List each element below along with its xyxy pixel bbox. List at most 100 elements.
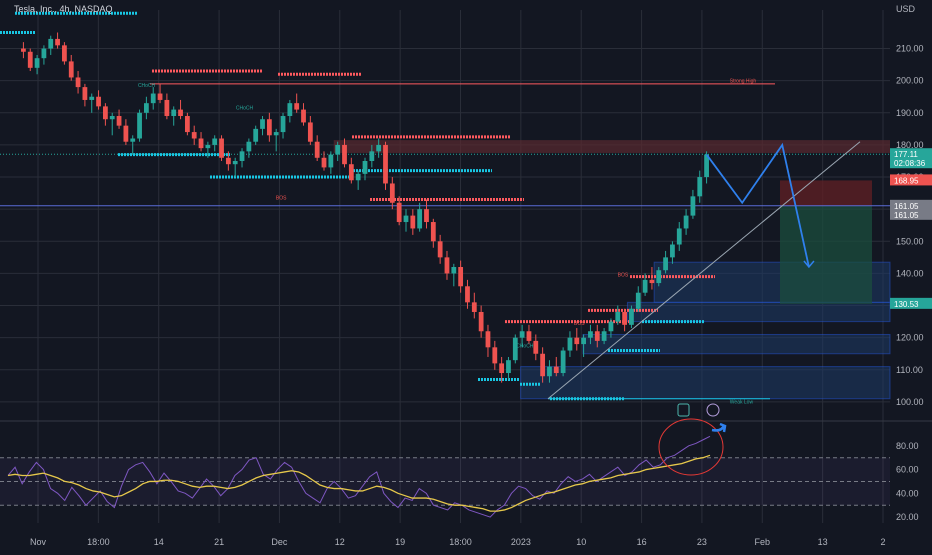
time-tick-label: Dec	[271, 537, 288, 547]
demand-zone	[626, 301, 891, 323]
candle-body	[314, 141, 320, 158]
candle-body	[301, 109, 306, 123]
candle-body	[465, 286, 470, 303]
price-label-value: 177.11	[894, 150, 918, 159]
time-tick-label: 14	[154, 537, 164, 547]
candle-body	[601, 331, 607, 341]
time-tick-label: 18:00	[87, 537, 110, 547]
candle-body	[369, 151, 375, 161]
candle-body	[594, 331, 600, 341]
chart-annotation: CHoCH	[138, 83, 156, 89]
candle-body	[622, 311, 627, 325]
candle-body	[547, 366, 552, 377]
candle-body	[615, 311, 621, 322]
candle-body	[171, 109, 177, 117]
candle-body	[294, 103, 300, 110]
resistance-zone	[333, 140, 890, 153]
arrow-down-icon	[803, 260, 815, 269]
candle-body	[191, 132, 197, 139]
rsi-ma-line	[7, 454, 711, 512]
candle-body	[697, 177, 703, 197]
time-tick-label: 23	[697, 537, 707, 547]
candle-body	[567, 337, 573, 351]
lightning-icon[interactable]	[706, 403, 720, 417]
currency-label: USD	[896, 4, 916, 14]
candle-body	[656, 270, 662, 284]
candle-body	[383, 144, 388, 184]
candle-body	[355, 173, 361, 181]
candle-body	[478, 311, 484, 332]
chart-annotation: BOS	[276, 196, 287, 202]
candle-body	[540, 353, 546, 377]
candle-body	[96, 96, 101, 107]
price-label-box	[890, 297, 932, 309]
time-tick-label: 19	[395, 537, 405, 547]
candle-body	[342, 144, 347, 165]
rsi-arrow-icon	[711, 422, 727, 433]
candle-body	[348, 164, 354, 181]
candle-body	[574, 337, 580, 345]
candle-body	[205, 144, 211, 149]
demand-zone	[520, 366, 891, 400]
candle-body	[62, 45, 67, 62]
chart-annotation: Weak Low	[730, 400, 754, 406]
price-label-value: 168.95	[894, 176, 919, 185]
candle-body	[82, 87, 88, 100]
candle-body	[109, 116, 115, 120]
rsi-tick-label: 20.00	[896, 512, 919, 522]
candle-body	[287, 103, 293, 117]
candle-body	[506, 360, 511, 374]
time-tick-label: 13	[818, 537, 828, 547]
candle-body	[225, 157, 231, 165]
candle-body	[410, 215, 416, 229]
candle-body	[328, 154, 334, 168]
price-tick-label: 190.00	[896, 108, 924, 118]
rsi-tick-label: 60.00	[896, 465, 919, 475]
candle-body	[471, 302, 477, 312]
candle-body	[116, 116, 122, 126]
take-profit-zone	[780, 205, 872, 304]
candle-body	[21, 48, 26, 52]
candle-body	[642, 279, 648, 293]
candle-body	[485, 331, 491, 348]
candle-body	[164, 99, 170, 117]
candle-body	[184, 116, 190, 133]
price-tick-label: 150.00	[896, 236, 924, 246]
price-tick-label: 110.00	[896, 365, 923, 375]
candle-body	[123, 125, 129, 142]
price-tick-label: 100.00	[896, 397, 924, 407]
price-tick-label: 180.00	[896, 140, 924, 150]
candle-body	[663, 257, 668, 271]
candle-body	[273, 132, 279, 136]
candle-body	[41, 48, 47, 59]
candle-body	[451, 267, 457, 274]
candle-body	[55, 38, 60, 46]
price-label-value: 130.53	[894, 300, 919, 309]
candle-body	[704, 154, 709, 178]
price-tick-label: 140.00	[896, 268, 924, 278]
earnings-icon[interactable]	[677, 403, 690, 417]
price-label-box	[890, 174, 932, 186]
time-tick-label: 10	[576, 537, 586, 547]
candle-body	[246, 141, 252, 152]
candle-body	[690, 196, 696, 216]
candle-body	[198, 138, 204, 149]
candle-body	[492, 347, 498, 364]
candle-body	[649, 279, 655, 284]
candle-body	[437, 241, 443, 258]
candle-body	[430, 222, 436, 242]
chart-annotation: CHoCH	[516, 343, 534, 349]
rsi-tick-label: 80.00	[896, 441, 919, 451]
symbol-title: Tesla, Inc., 4h, NASDAQ	[14, 4, 113, 14]
candle-body	[75, 77, 81, 88]
candle-body	[239, 151, 245, 161]
candle-body	[307, 122, 313, 142]
time-tick-label: 16	[637, 537, 647, 547]
candle-body	[581, 337, 587, 345]
candle-body	[321, 157, 327, 168]
chart-annotation: Strong High	[730, 78, 757, 84]
candle-body	[588, 331, 593, 338]
price-tick-label: 210.00	[896, 44, 924, 54]
candle-body	[533, 340, 539, 354]
